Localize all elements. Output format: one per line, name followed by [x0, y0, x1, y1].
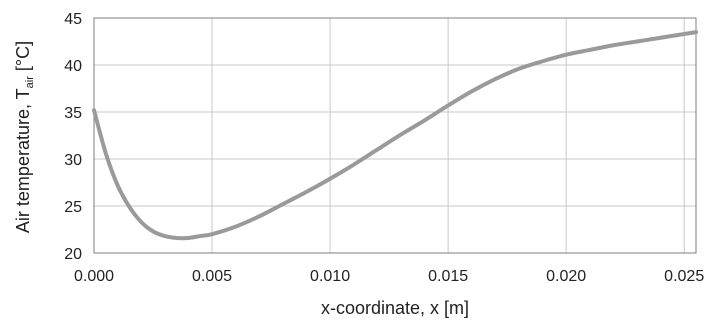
x-tick-label: 0.015: [428, 268, 468, 285]
y-tick-label: 45: [64, 11, 82, 28]
series-group: [92, 30, 698, 241]
y-tick-label: 30: [64, 152, 82, 169]
plot-area-frame: [93, 17, 697, 254]
y-axis-label-main: Air temperature, T: [13, 88, 33, 233]
y-tick-label: 40: [64, 58, 82, 75]
y-tick-label: 35: [64, 105, 82, 122]
y-axis-label-unit: [°C]: [13, 41, 33, 76]
y-axis-label: Air temperature, Tair [°C]: [13, 41, 36, 233]
x-tick-labels: 0.000 0.005 0.010 0.015 0.020 0.025: [74, 268, 704, 285]
x-tick-label: 0.005: [192, 268, 232, 285]
y-tick-label: 20: [64, 246, 82, 263]
x-tick-label: 0.010: [310, 268, 350, 285]
y-tick-labels: 20 25 30 35 40 45: [64, 11, 82, 263]
grid: [93, 17, 696, 254]
x-tick-label: 0.000: [74, 268, 114, 285]
series-line-0: [92, 30, 698, 241]
y-tick-label: 25: [64, 199, 82, 216]
x-axis-label: x-coordinate, x [m]: [321, 298, 469, 318]
x-tick-label: 0.025: [664, 268, 704, 285]
x-tick-label: 0.020: [546, 268, 586, 285]
y-axis-label-subscript: air: [24, 76, 36, 89]
